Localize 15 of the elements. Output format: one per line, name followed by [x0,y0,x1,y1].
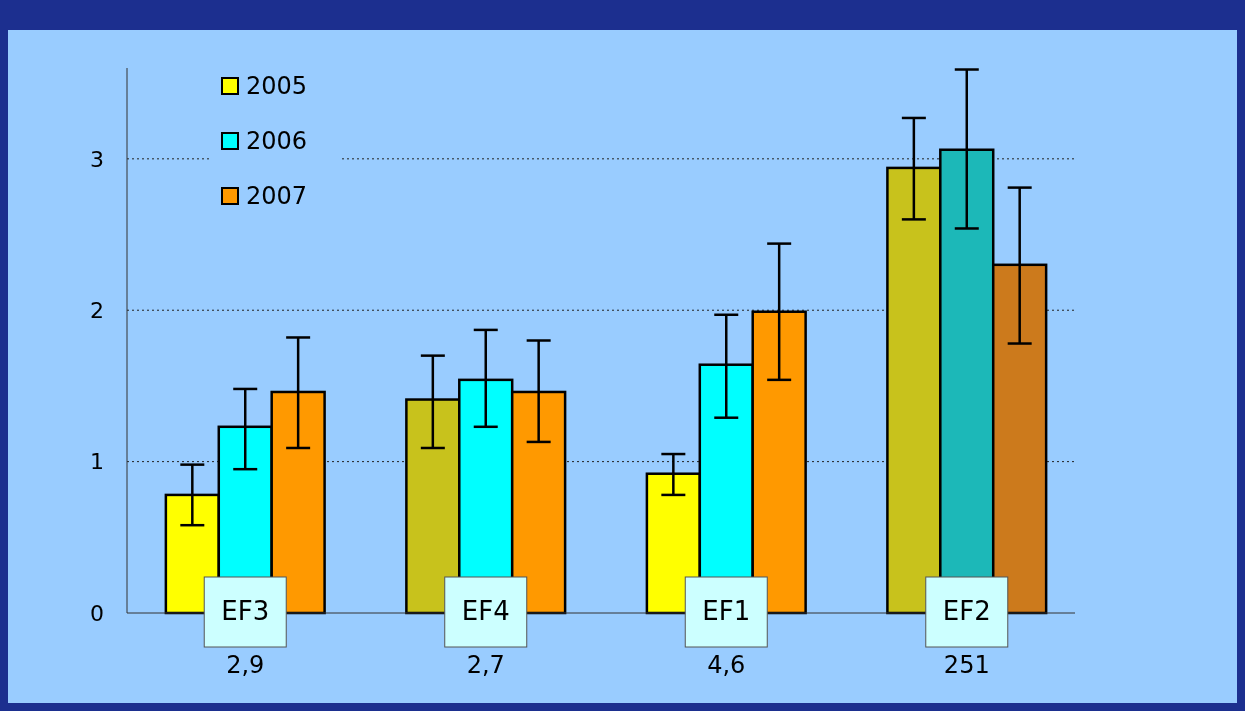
y-tick-label: 0 [90,600,104,626]
text: 2,7 [466,651,505,680]
legend-label: 2005 [246,72,308,101]
y-tick-label: 3 [90,146,104,172]
legend-label: 2007 [246,182,308,211]
text: 4,6 [707,651,746,680]
x-tick-label: EF1 [702,596,751,627]
x-tick-label: EF3 [221,596,270,627]
legend-label: 2006 [246,127,308,156]
y-tick-label: 1 [90,449,104,475]
text: 251 [943,651,990,680]
x-tick-label: EF2 [942,596,991,627]
x-tick-label: EF4 [461,596,510,627]
text: 2,9 [226,651,265,680]
y-tick-label: 2 [90,297,104,323]
